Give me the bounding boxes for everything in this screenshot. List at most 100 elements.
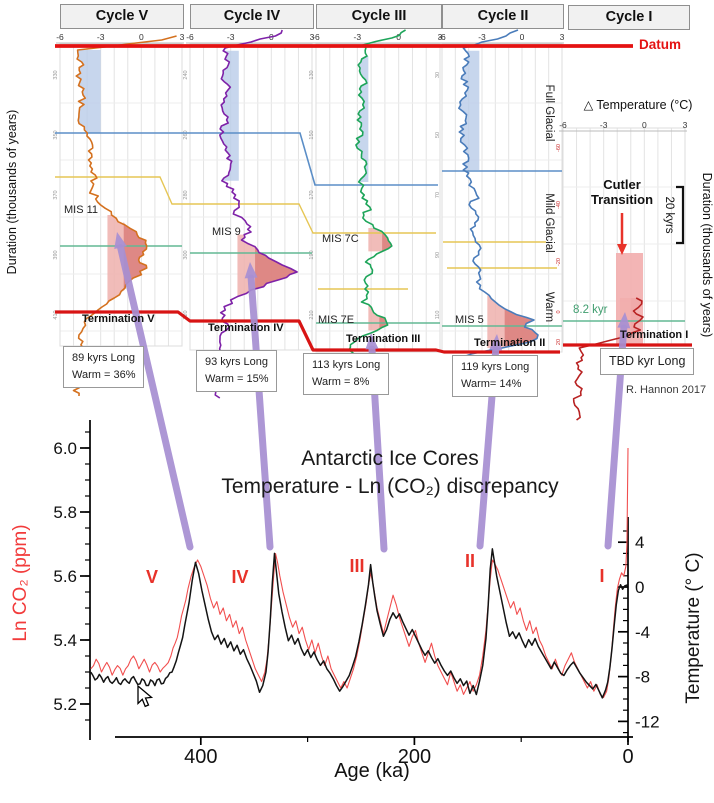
- correlation-arrow-head: [365, 333, 379, 350]
- right-tick-label: 4: [635, 533, 644, 552]
- glacial-period-shading: [219, 50, 239, 181]
- panel-x-tick: -3: [227, 32, 235, 42]
- correlation-arrow-head: [617, 312, 631, 329]
- x-tick-label: 200: [398, 746, 431, 768]
- glacial-cycle-peak-label: II: [465, 551, 475, 571]
- glacial-cycle-peak-label: V: [146, 567, 158, 587]
- left-tick-label: 5.2: [53, 695, 77, 714]
- termination-iv-label: Termination IV: [208, 322, 284, 334]
- panel-y-tick: 170: [309, 190, 315, 199]
- panel-y-tick: 90: [435, 252, 441, 258]
- panel-x-tick: -3: [600, 120, 608, 130]
- correlation-arrow-line: [117, 244, 194, 551]
- cycle-header-iii: Cycle III: [316, 4, 442, 29]
- cycle-iii-duration: 113 kyrs Long: [312, 359, 381, 371]
- panel-y-tick: 260: [183, 130, 189, 139]
- panel-x-tick: -3: [354, 32, 362, 42]
- mis-7e-label: MIS 7E: [318, 314, 355, 326]
- left-tick-label: 5.4: [53, 631, 77, 650]
- panel-y-tick: 300: [183, 250, 189, 259]
- glacial-cycle-peak-label: III: [349, 556, 364, 576]
- glacial-period-shading: [355, 56, 369, 182]
- panel-y-tick: 190: [309, 250, 315, 259]
- mis-11-label: MIS 11: [64, 204, 99, 216]
- bottom-chart-subtitle: Temperature - Ln (CO₂) discrepancy: [221, 475, 559, 498]
- cycle-header-ii: Cycle II: [442, 4, 564, 29]
- event-8-2-kyr-label: 8.2 kyr: [573, 304, 608, 316]
- cycle-iv-warm-pct: Warm = 15%: [205, 373, 269, 386]
- right-tick-label: 0: [635, 578, 644, 597]
- panel-x-tick: 0: [642, 120, 647, 130]
- panel-x-tick: 3: [310, 32, 315, 42]
- correlation-arrow-line: [247, 274, 274, 551]
- duration-axis-label-right: Duration (thousands of years): [700, 173, 714, 338]
- ln-co2-series: [90, 447, 629, 699]
- right-tick-label: -12: [635, 712, 660, 731]
- mis-5-label: MIS 5: [455, 314, 484, 326]
- panel-y-tick: -60: [556, 144, 562, 152]
- x-axis-title: Age (ka): [334, 760, 410, 782]
- cycle-iii-warm-pct: Warm = 8%: [312, 376, 370, 389]
- cycle-iv-duration: 93 kyrs Long: [205, 356, 268, 368]
- panel-x-tick: 3: [683, 120, 688, 130]
- warm-period-shading: [382, 228, 392, 252]
- cycle-ii-info-box: 119 kyrs Long Warm= 14%: [452, 355, 539, 398]
- panel-x-tick: -6: [438, 32, 446, 42]
- panel-y-tick: 240: [183, 70, 189, 79]
- panel-y-tick: -40: [556, 201, 562, 209]
- panel-x-tick: -6: [559, 120, 567, 130]
- delta-temperature-axis-title: △ Temperature (°C): [583, 98, 693, 112]
- panel-y-tick: 350: [53, 130, 59, 139]
- cycle-temperature-curve: [456, 29, 539, 392]
- panel-x-tick: 3: [180, 32, 185, 42]
- cycle-temperature-curve: [72, 35, 177, 397]
- left-tick-label: 5.6: [53, 567, 77, 586]
- correlation-arrows: [114, 232, 631, 708]
- x-tick-label: 400: [184, 746, 217, 768]
- mis-7c-label: MIS 7C: [322, 233, 359, 245]
- cycle-temperature-curve: [572, 297, 644, 421]
- panel-x-tick: -3: [97, 32, 105, 42]
- cycle-grid: -6 -3 0 3 130 150 170 190 210: [309, 32, 443, 353]
- full-glacial-boundary-line: [55, 132, 438, 186]
- panel-y-tick: -20: [556, 258, 562, 266]
- cycle-iv-info-box: 93 kyrs Long Warm = 15%: [196, 350, 278, 393]
- correlation-arrow-head: [489, 334, 503, 351]
- panel-x-tick: 0: [139, 32, 144, 42]
- panel-y-tick: 110: [435, 311, 441, 320]
- panel-x-tick: -3: [478, 32, 486, 42]
- cycle-v-warm-pct: Warm = 36%: [72, 369, 136, 382]
- duration-axis-label-left: Duration (thousands of years): [5, 110, 19, 275]
- panel-y-tick: 390: [53, 250, 59, 259]
- panel-x-tick: -6: [56, 32, 64, 42]
- cycle-temperature-curve: [212, 29, 298, 399]
- cutler-arrow-head: [617, 244, 627, 255]
- cycle-temperature-curve: [348, 29, 406, 365]
- cycle-iii-info-box: 113 kyrs Long Warm = 8%: [303, 353, 390, 396]
- twenty-kyr-bracket-label: 20 kyrs: [663, 196, 675, 233]
- panel-x-tick: 3: [560, 32, 565, 42]
- glacial-state-label: Full Glacial: [543, 85, 555, 142]
- cycle-i-duration: TBD kyr Long: [609, 354, 686, 368]
- warm-period-shading: [504, 295, 538, 348]
- cutler-transition-label: Cutler Transition: [590, 177, 654, 207]
- glacial-cycle-peak-label: I: [599, 566, 604, 586]
- cycle-header-iv: Cycle IV: [190, 4, 314, 29]
- panel-x-tick: 3: [438, 32, 443, 42]
- panel-border: [59, 43, 183, 347]
- panel-x-tick: 0: [396, 32, 401, 42]
- right-axis-title: Temperature (° C): [683, 552, 704, 703]
- panel-y-tick: 70: [435, 192, 441, 198]
- twenty-kyr-bracket: [676, 185, 685, 245]
- panel-y-tick: 210: [309, 310, 315, 319]
- left-tick-label: 5.8: [53, 503, 77, 522]
- correlation-arrow-head: [114, 232, 127, 250]
- mis-9-label: MIS 9: [212, 226, 241, 238]
- termination-line: [55, 310, 560, 354]
- panel-y-tick: 0: [556, 310, 562, 313]
- warm-period-shading: [255, 234, 298, 297]
- panel-x-tick: -6: [312, 32, 320, 42]
- right-tick-label: -8: [635, 668, 650, 687]
